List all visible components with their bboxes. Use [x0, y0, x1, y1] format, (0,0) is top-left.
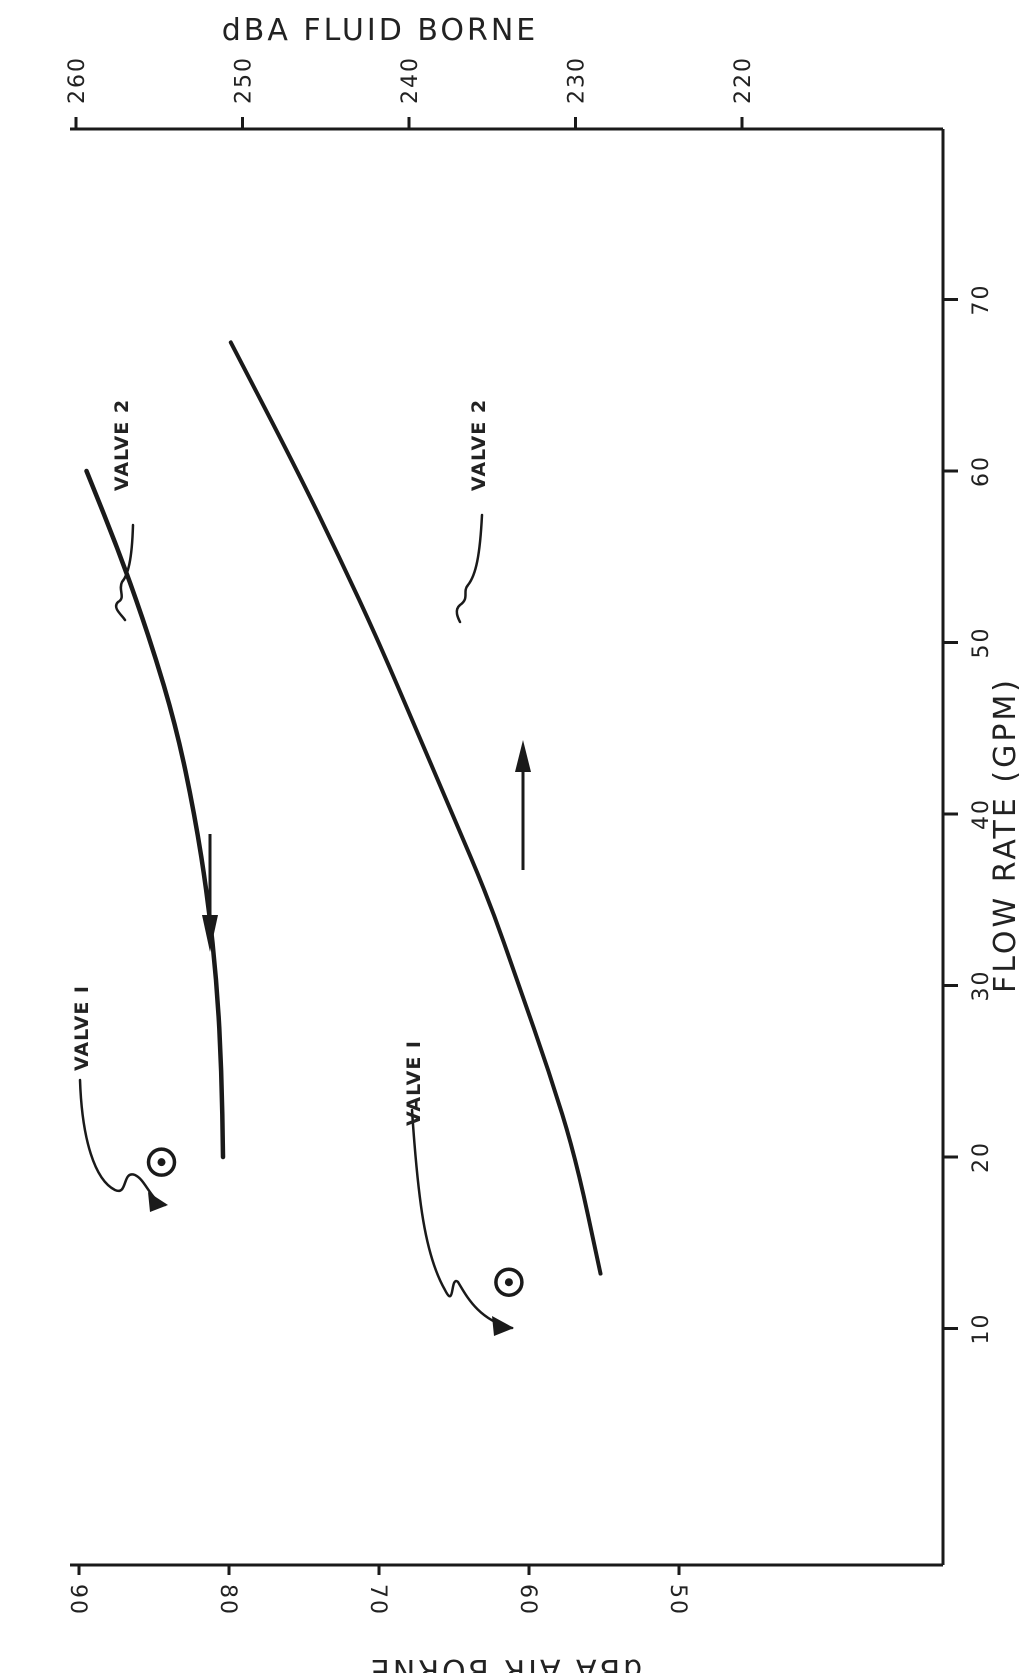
annotation-leader-arrowhead: [148, 1192, 168, 1212]
series-line-air: [84, 468, 226, 1160]
annotation-valve-1-upper: VALVE I: [71, 985, 93, 1071]
air-tick-label: 70: [365, 1584, 390, 1616]
fluid-tick-label: 250: [232, 56, 257, 104]
data-series: [84, 340, 603, 1276]
annotation-leader-line: [410, 1108, 514, 1330]
point-marker-fluid: [494, 1267, 524, 1297]
plot-frame: [70, 127, 945, 1567]
fluid-tick-label: 260: [65, 56, 90, 104]
flow-tick-label: 10: [969, 1313, 994, 1345]
point-marker-dot-fluid: [504, 1278, 513, 1287]
fluid-tick-label: 220: [731, 56, 756, 104]
axis-indicator-fluid-head: [515, 740, 531, 772]
fluid-tick-label: 230: [565, 56, 590, 104]
annotation-valve-2-upper: VALVE 2: [111, 399, 133, 491]
air-tick-label: 80: [215, 1584, 240, 1616]
annotation-leader-arrowhead: [492, 1316, 514, 1336]
flow-tick-label: 60: [969, 455, 994, 487]
annotation-leader-line: [78, 1078, 167, 1207]
point-marker-air: [146, 1147, 177, 1177]
annotation-leaders: [78, 513, 514, 1336]
annotation-valve-1-lower: VALVE I: [403, 1040, 425, 1126]
axis-tick-labels: 10 20 30 40 50 60 70 50 60 70 80 90 220 230 240 250 260: [65, 56, 994, 1616]
flow-axis-title: FLOW RATE (GPM): [988, 677, 1023, 993]
air-axis-title: dBA AIR BORNE: [368, 1652, 642, 1673]
fluid-tick-label: 240: [398, 56, 423, 104]
air-tick-label: 50: [665, 1584, 690, 1616]
point-marker-dot-air: [157, 1158, 166, 1167]
axis-ticks: [74, 117, 958, 1575]
annotation-valve-2-lower: VALVE 2: [468, 399, 490, 491]
flow-tick-label: 50: [969, 627, 994, 659]
axis-indicator-air-head: [202, 915, 218, 952]
annotation-leader-line: [455, 513, 484, 624]
data-points: [146, 740, 531, 1297]
air-tick-label: 90: [65, 1584, 90, 1616]
flow-tick-label: 40: [969, 798, 994, 830]
flow-tick-label: 70: [969, 284, 994, 316]
air-tick-label: 60: [515, 1584, 540, 1616]
fluid-axis-title: dBA FLUID BORNE: [222, 13, 539, 48]
flow-tick-label: 30: [969, 970, 994, 1002]
series-line-fluid: [228, 340, 603, 1276]
flow-tick-label: 20: [969, 1141, 994, 1173]
annotation-leader-line: [114, 523, 135, 622]
